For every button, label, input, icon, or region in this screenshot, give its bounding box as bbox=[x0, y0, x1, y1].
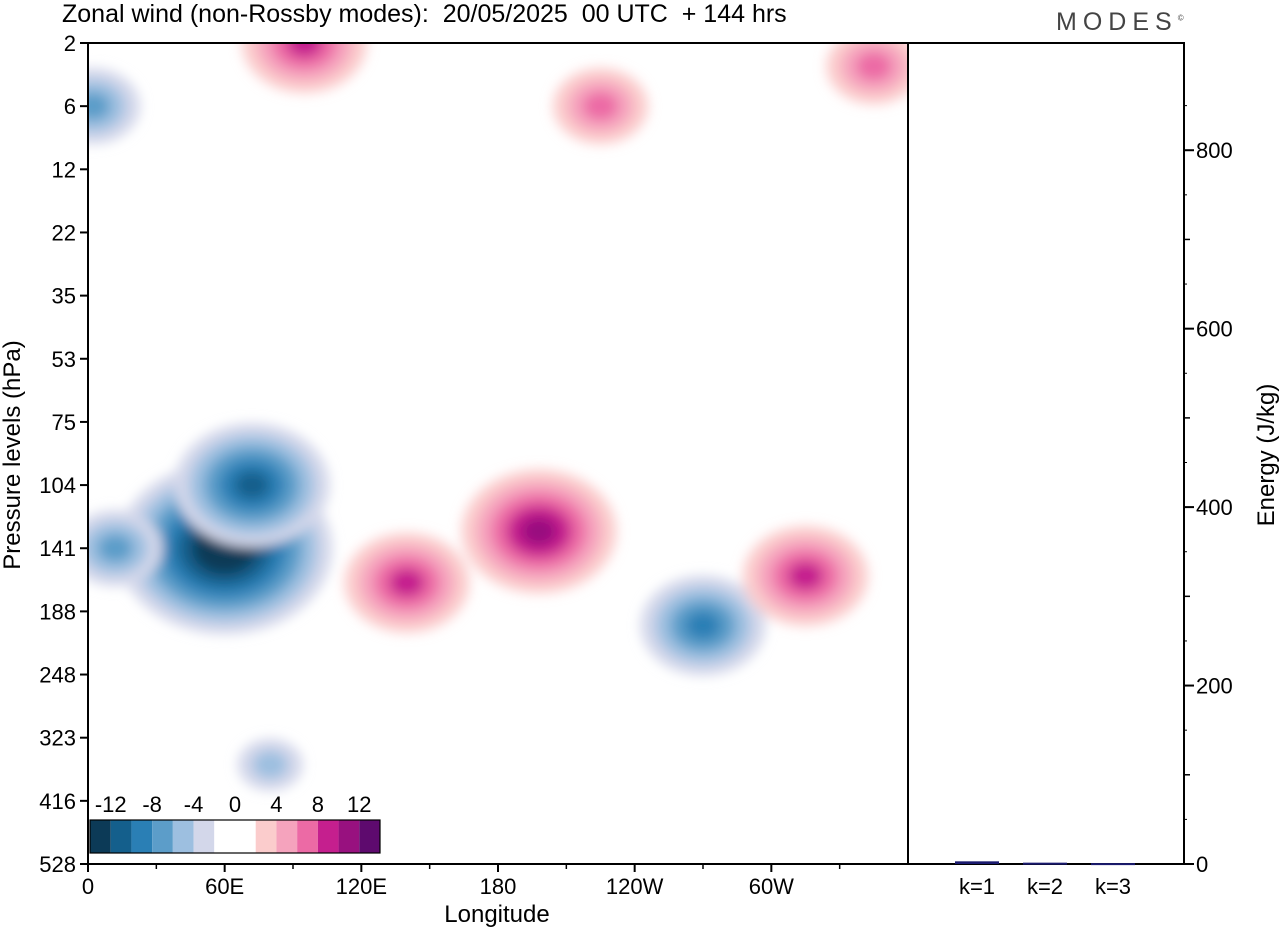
colorbar-label: -4 bbox=[184, 792, 204, 817]
colorbar-label: -12 bbox=[95, 792, 127, 817]
colorbar-swatch bbox=[214, 820, 235, 853]
y-tick-label: 104 bbox=[39, 473, 76, 498]
energy-tick-label: 400 bbox=[1196, 495, 1233, 520]
heatmap-plot bbox=[88, 43, 908, 791]
brand-text: MODES bbox=[1056, 8, 1178, 36]
colorbar-label: 8 bbox=[312, 792, 324, 817]
y-tick-label: 248 bbox=[39, 663, 76, 688]
x-axis: 0 60E 120E 180 120W 60W bbox=[82, 864, 841, 899]
colorbar-label: 12 bbox=[347, 792, 371, 817]
brand-logo: MODES© bbox=[1056, 8, 1184, 37]
y-tick-label: 53 bbox=[52, 347, 76, 372]
colorbar-swatch bbox=[131, 820, 153, 853]
energy-panel-frame bbox=[907, 42, 1185, 865]
energy-bar bbox=[955, 861, 999, 864]
y-tick-label: 416 bbox=[39, 789, 76, 814]
colorbar-frame bbox=[89, 819, 381, 854]
energy-category-label: k=2 bbox=[1027, 874, 1063, 899]
colorbar: -12 -8 -4 0 4 8 12 bbox=[89, 792, 381, 854]
x-tick-label: 120E bbox=[336, 874, 387, 899]
colorbar-swatch bbox=[193, 820, 215, 853]
colorbar-swatch bbox=[172, 820, 194, 853]
colorbar-swatch bbox=[338, 820, 360, 853]
y-tick-label: 22 bbox=[52, 220, 76, 245]
energy-axis-title: Energy (J/kg) bbox=[1253, 384, 1280, 527]
heat-cell bbox=[97, 534, 133, 563]
energy-tick-label: 200 bbox=[1196, 674, 1233, 699]
x-tick-label: 120W bbox=[606, 874, 664, 899]
energy-tick-label: 0 bbox=[1196, 852, 1208, 877]
colorbar-swatch bbox=[317, 820, 339, 853]
colorbar-label: 4 bbox=[270, 792, 282, 817]
heat-cell bbox=[685, 611, 721, 640]
heat-cell bbox=[389, 568, 425, 597]
colorbar-swatch bbox=[276, 820, 298, 853]
energy-tick-label: 800 bbox=[1196, 138, 1233, 163]
x-tick-label: 60E bbox=[205, 874, 244, 899]
energy-bar bbox=[1091, 863, 1135, 866]
heat-cell bbox=[234, 471, 270, 500]
colorbar-swatch bbox=[90, 820, 111, 853]
colorbar-swatch bbox=[359, 820, 380, 853]
brand-mark: © bbox=[1177, 13, 1184, 23]
colorbar-swatch bbox=[152, 820, 173, 853]
y-axis-title: Pressure levels (hPa) bbox=[0, 340, 26, 569]
y-tick-label: 323 bbox=[39, 726, 76, 751]
energy-tick-label: 600 bbox=[1196, 317, 1233, 342]
x-tick-label: 60W bbox=[749, 874, 794, 899]
y-tick-label: 35 bbox=[52, 284, 76, 309]
y-tick-label: 141 bbox=[39, 536, 76, 561]
heat-cell bbox=[856, 52, 892, 81]
colorbar-swatch bbox=[110, 820, 132, 853]
y-tick-label: 188 bbox=[39, 599, 76, 624]
heatmap-fields bbox=[88, 43, 908, 791]
colorbar-label: -8 bbox=[142, 792, 162, 817]
y-tick-label: 6 bbox=[64, 94, 76, 119]
energy-bar bbox=[1023, 862, 1067, 865]
heat-cell bbox=[252, 750, 288, 779]
energy-bars: k=1 k=2 k=3 bbox=[955, 861, 1135, 899]
x-tick-label: 0 bbox=[82, 874, 94, 899]
y-tick-label: 12 bbox=[52, 157, 76, 182]
energy-axis: 0 200 400 600 800 bbox=[1184, 105, 1233, 877]
chart-title: Zonal wind (non-Rossby modes): 20/05/202… bbox=[62, 0, 787, 28]
x-tick-label: 180 bbox=[480, 874, 517, 899]
y-tick-label: 2 bbox=[64, 31, 76, 56]
heat-cell bbox=[286, 43, 322, 57]
colorbar-swatch bbox=[255, 820, 277, 853]
y-tick-label: 75 bbox=[52, 410, 76, 435]
heat-cell bbox=[788, 561, 823, 590]
y-tick-label: 528 bbox=[39, 852, 76, 877]
energy-category-label: k=3 bbox=[1095, 874, 1131, 899]
energy-category-label: k=1 bbox=[959, 874, 995, 899]
heat-cell bbox=[88, 92, 111, 121]
colorbar-swatch bbox=[235, 820, 256, 853]
x-axis-title: Longitude bbox=[444, 901, 549, 928]
colorbar-label: 0 bbox=[229, 792, 241, 817]
heat-cell bbox=[583, 92, 618, 121]
heat-cell bbox=[521, 517, 557, 546]
colorbar-swatch bbox=[297, 820, 318, 853]
y-axis: 2 6 12 22 35 53 75 104 141 188 248 323 416 528 bbox=[39, 31, 88, 877]
